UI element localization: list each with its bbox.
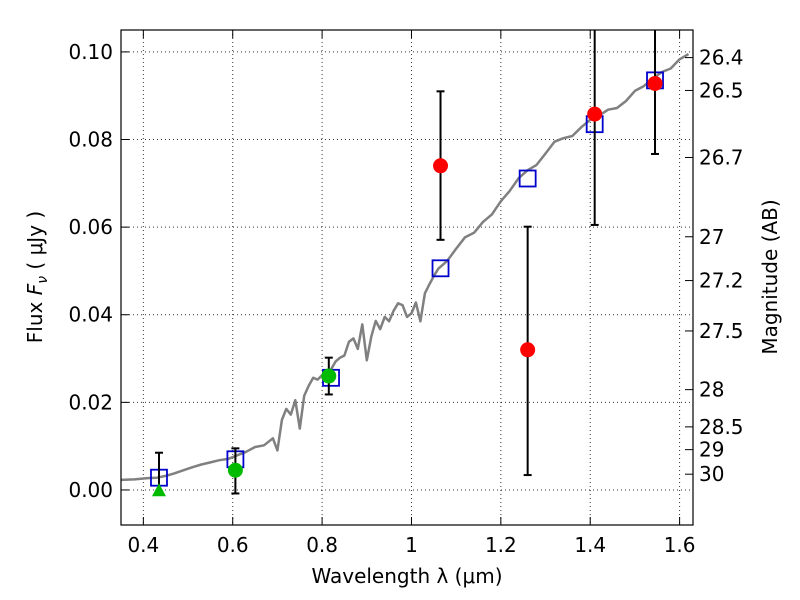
magnitude-tick-label: 28 bbox=[699, 378, 724, 402]
x-tick-label: 0.8 bbox=[306, 533, 338, 557]
magnitude-tick-label: 27 bbox=[699, 225, 724, 249]
overflow-marks bbox=[150, 30, 664, 497]
y-axis-title-symbol: F bbox=[23, 283, 47, 295]
x-tick-label: 1.6 bbox=[664, 533, 696, 557]
y-axis-title-subscript: ν bbox=[35, 276, 51, 284]
grid bbox=[121, 30, 693, 525]
photometry-point bbox=[520, 342, 536, 358]
photometry-point bbox=[433, 158, 449, 174]
y-tick-label: 0.08 bbox=[68, 128, 113, 152]
y-tick-label: 0.02 bbox=[68, 390, 113, 414]
y-axis-ticks: 0.00 0.02 0.04 0.06 0.08 0.10 bbox=[68, 40, 129, 502]
magnitude-tick-label: 26.4 bbox=[699, 46, 744, 70]
x-tick-label: 1.2 bbox=[485, 533, 517, 557]
y-tick-label: 0.10 bbox=[68, 40, 113, 64]
y-tick-label: 0.00 bbox=[68, 478, 113, 502]
model-square-marker bbox=[518, 169, 537, 188]
photometry-point bbox=[647, 75, 663, 91]
y-tick-label: 0.06 bbox=[68, 215, 113, 239]
magnitude-tick-label: 28.5 bbox=[699, 415, 744, 439]
x-tick-label: 0.6 bbox=[217, 533, 249, 557]
x-tick-label: 1.4 bbox=[574, 533, 606, 557]
magnitude-tick-label: 26.5 bbox=[699, 78, 744, 102]
x-axis-title: Wavelength λ (μm) bbox=[311, 564, 502, 588]
plot-frame bbox=[120, 29, 694, 526]
x-axis-ticks: 0.4 0.6 0.8 1 1.2 1.4 1.6 bbox=[127, 30, 696, 557]
magnitude-tick-label: 26.7 bbox=[699, 145, 744, 169]
model-square-marker bbox=[431, 259, 450, 278]
y-axis-title-unit: ( μJy ) bbox=[23, 211, 47, 276]
y-axis-title: Flux Fν ( μJy ) bbox=[23, 211, 51, 343]
y2-axis-title: Magnitude (AB) bbox=[758, 199, 782, 354]
x-tick-label: 1 bbox=[405, 533, 418, 557]
photometry-point bbox=[587, 106, 603, 122]
magnitude-tick-label: 30 bbox=[699, 462, 724, 486]
y-axis-title-prefix: Flux bbox=[23, 295, 47, 343]
plot-area bbox=[121, 53, 690, 482]
photometry-point bbox=[227, 462, 243, 478]
magnitude-tick-label: 29 bbox=[699, 438, 724, 462]
photometry-point bbox=[321, 368, 337, 384]
y-tick-label: 0.04 bbox=[68, 303, 113, 327]
x-tick-label: 0.4 bbox=[127, 533, 159, 557]
spectrum-line bbox=[121, 53, 690, 482]
magnitude-tick-label: 27.2 bbox=[699, 269, 744, 293]
upper-limit-marker bbox=[151, 483, 166, 497]
magnitude-tick-label: 27.5 bbox=[699, 319, 744, 343]
